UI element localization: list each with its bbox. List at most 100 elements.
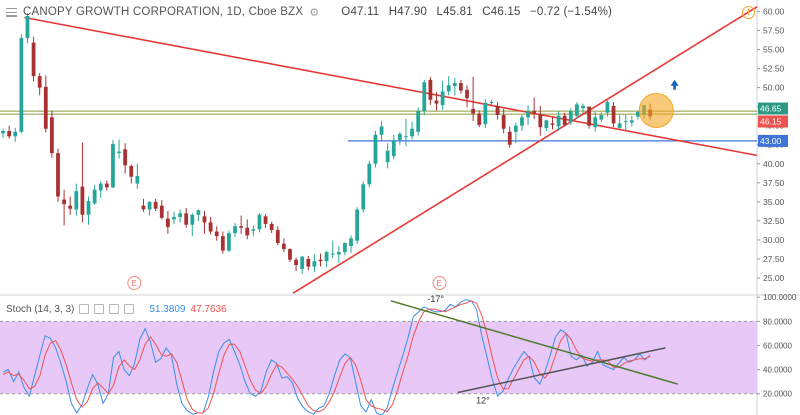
candle-body [428,79,433,100]
price-tick-label: 50.00 [763,83,785,93]
stoch-angle-upper: -17° [427,294,444,304]
candle-body [568,111,573,122]
earnings-label: E [131,279,136,288]
candle-body [275,230,280,243]
candle-body [13,131,18,137]
candle-body [495,105,500,116]
candle-body [636,111,640,117]
candles [1,12,653,275]
candle-body [410,128,414,137]
candle-body [172,217,176,220]
stoch-tick-label: 100.0000 [763,293,797,302]
candle-body [19,38,24,132]
candle-body [349,238,353,247]
candle-body [324,252,329,262]
candle-body [104,183,109,188]
candle-body [49,117,54,154]
price-tick-label: 60.00 [763,6,785,16]
gear-icon[interactable] [94,304,105,314]
candle-body [593,117,598,128]
candle-body [489,102,494,104]
candle-body [446,85,451,92]
candle-body [196,210,201,215]
last-price-badge-label: 46.15 [760,116,782,126]
candle-body [330,253,335,255]
candle-body [25,15,30,39]
stoch-tick-label: 80.0000 [763,317,792,326]
candle-body [623,121,628,123]
candle-body [129,166,134,177]
open-value: O47.11 [341,6,380,18]
ascending-trendline [292,6,758,294]
candle-body [111,143,115,188]
price-tick-label: 57.50 [763,25,785,35]
gear-icon[interactable]: ⚙ [309,6,320,19]
info-icon[interactable]: ! [742,6,755,19]
candle-body [1,131,5,134]
candle-body [575,104,579,116]
candle-body [31,42,36,77]
candle-body [135,175,140,184]
candle-body [361,184,366,210]
candle-body [239,226,244,228]
ohlc-readout: O47.11 H47.90 L45.81 C46.15 −0.72 (−1.54… [341,6,618,18]
candle-body [257,214,262,230]
last-price-badge [758,115,788,128]
candle-body [86,201,91,215]
candle-body [306,258,311,267]
candle-body [202,216,207,223]
stoch-tick-label: 20.0000 [763,390,792,399]
close-value: C46.15 [482,6,521,18]
candle-body [526,111,530,118]
candle-body [80,186,85,215]
candle-body [520,117,524,126]
candle-body [68,205,73,209]
candle-body [587,106,592,126]
stoch-title: Stoch (14, 3, 3) [6,303,75,315]
stoch-header: Stoch (14, 3, 3) 51.3809 47.7636 [6,302,227,316]
resistance-badge [758,102,788,115]
candle-body [245,227,250,236]
up-arrow-icon [670,79,679,90]
menu-icon[interactable] [6,7,17,17]
stoch-tick-label: 40.0000 [763,366,792,375]
stoch-tick-label: 60.0000 [763,341,792,350]
candle-body [288,249,292,260]
candle-body [184,213,189,225]
eye-icon[interactable] [79,304,90,314]
chart-header: CANOPY GROWTH CORPORATION, 1D, Cboe BZX … [6,4,618,20]
stoch-d-line [2,300,651,414]
candle-body [147,201,152,210]
price-tick-label: 35.00 [763,197,785,207]
candle-body [37,76,42,88]
close-icon[interactable] [109,304,120,314]
candle-body [367,163,372,185]
candle-body [477,113,482,125]
earnings-marker [127,276,142,290]
candle-body [507,131,512,145]
price-tick-label: 32.50 [763,216,785,226]
candle-body [74,191,79,210]
candle-body [538,114,543,128]
candle-body [190,214,195,225]
stoch-pane: 100.0000 80.0000 60.0000 40.0000 20.0000 -17°… [0,293,797,415]
more-icon[interactable] [124,304,135,314]
candle-body [336,252,341,255]
candle-body [550,123,555,125]
candle-body [153,201,158,209]
candle-body [629,120,634,123]
candle-body [98,183,103,191]
candle-body [581,105,585,109]
stoch-band [0,321,757,394]
candle-body [208,222,213,232]
candle-body [269,223,274,231]
price-tick-label: 30.00 [763,235,785,245]
candle-body [434,100,439,104]
candle-body [178,213,182,218]
candle-body [165,218,170,227]
candle-body [355,209,360,241]
stoch-d-value: 47.7636 [190,303,227,315]
candle-body [440,91,445,106]
candle-body [7,131,12,137]
